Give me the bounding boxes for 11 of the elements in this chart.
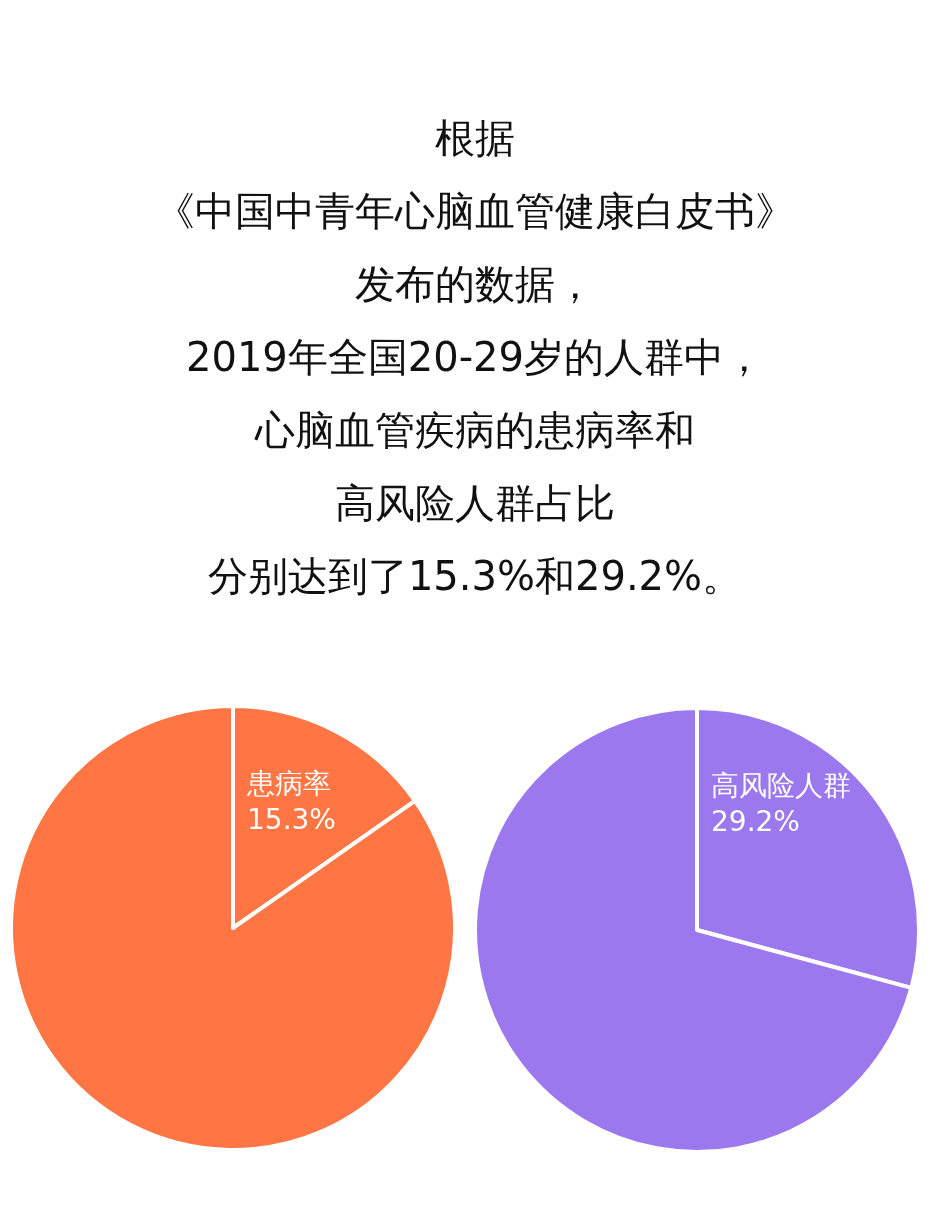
text: 2019年全国20-29岁的人群中， — [185, 334, 765, 380]
data-label: 29.2% — [711, 805, 800, 838]
text: 发布的数据， — [355, 261, 595, 307]
slice-label: 高风险人群 — [711, 769, 851, 802]
text: 根据 — [435, 115, 515, 161]
slice-label: 患病率 — [246, 767, 331, 800]
text: 《中国中青年心脑血管健康白皮书》 — [155, 188, 795, 234]
text: 心脑血管疾病的患病率和 — [254, 407, 695, 453]
data-label: 15.3% — [247, 803, 336, 836]
text: 高风险人群占比 — [335, 480, 615, 526]
text: 分别达到了15.3%和29.2%。 — [207, 553, 743, 599]
